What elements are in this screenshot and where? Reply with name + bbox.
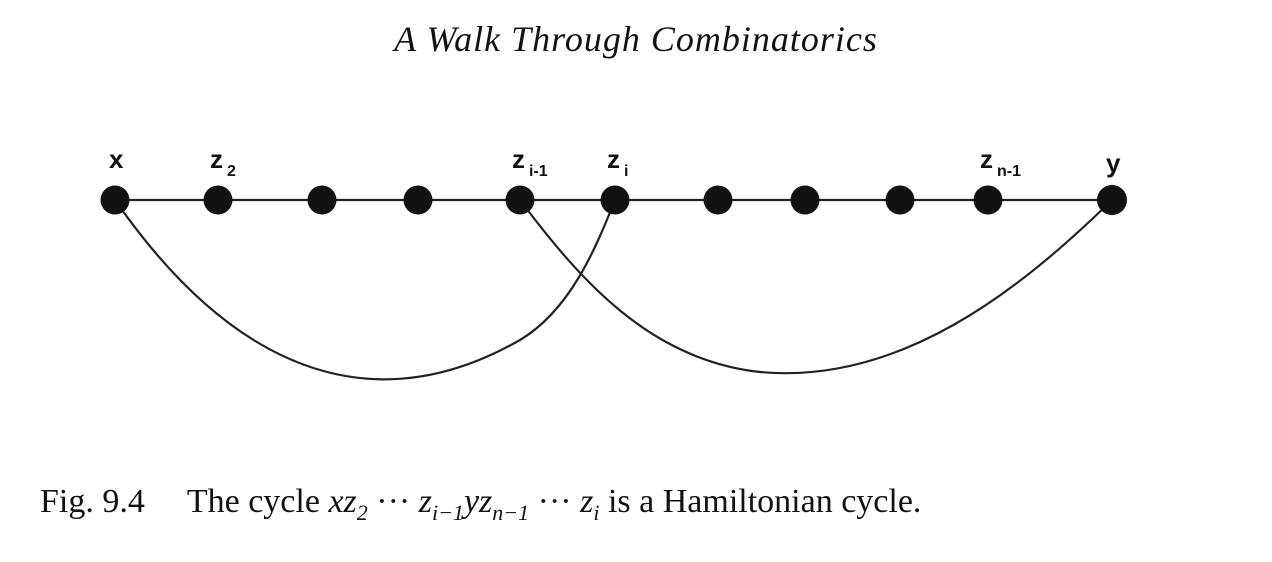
vertex-8 (885, 185, 915, 215)
math-sub-n-minus-1: n−1 (492, 500, 530, 525)
math-z: z (418, 483, 432, 520)
edge-zi-1-to-y (519, 199, 1113, 375)
math-sub-i: i (593, 500, 600, 525)
caption-text-before: The cycle (186, 483, 329, 520)
figure-number: Fig. 9.4 (40, 483, 145, 520)
vertex-label-0: x (109, 144, 124, 174)
vertex-2 (307, 185, 337, 215)
running-head: A Walk Through Combinatorics (394, 19, 878, 59)
vertex-10 (1097, 185, 1127, 215)
vertex-5 (600, 185, 630, 215)
vertex-label-9: z n-1 (980, 144, 1021, 180)
vertex-6 (703, 185, 733, 215)
math-sub-2: 2 (356, 500, 368, 525)
caption-math: xz2 ··· zi−1yzn−1 ··· zi (328, 483, 599, 524)
math-x: x (328, 483, 344, 520)
figure-caption: Fig. 9.4 The cycle xz2 ··· zi−1yzn−1 ··· … (40, 483, 1260, 524)
math-dots: ··· (529, 483, 581, 520)
vertex-label-10: y (1106, 148, 1121, 178)
math-z: z (580, 483, 594, 520)
vertex-label-4: z i-1 (512, 144, 548, 180)
edge-x-to-zi (114, 199, 617, 381)
math-z: z (343, 483, 357, 520)
vertex-4 (505, 185, 535, 215)
math-y: y (463, 483, 480, 520)
math-dots: ··· (367, 483, 419, 520)
math-z: z (479, 483, 493, 520)
vertex-layer (100, 185, 1127, 215)
caption-text-after: is a Hamiltonian cycle. (599, 483, 922, 520)
vertex-7 (790, 185, 820, 215)
vertex-9 (973, 185, 1003, 215)
label-layer: x z 2 z i-1 z i z n-1 y (109, 144, 1121, 180)
math-sub-i-minus-1: i−1 (431, 500, 464, 525)
vertex-0 (100, 185, 130, 215)
vertex-1 (203, 185, 233, 215)
vertex-3 (403, 185, 433, 215)
